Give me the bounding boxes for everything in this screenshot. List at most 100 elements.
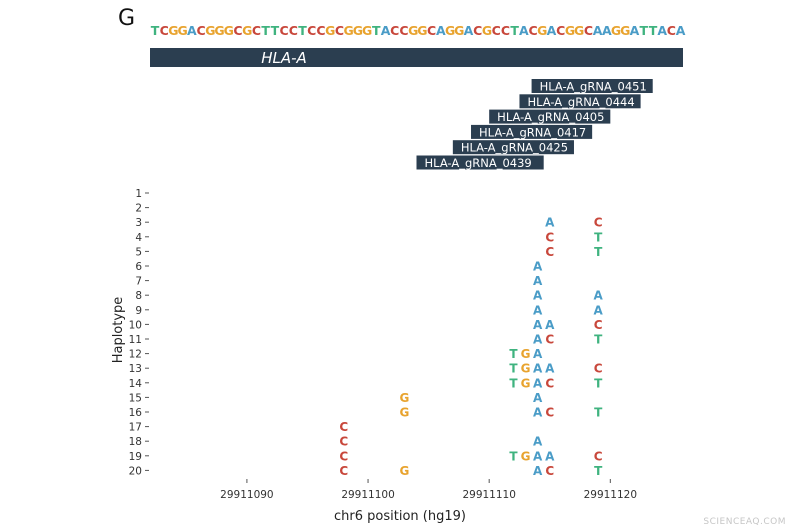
reference-base: A (602, 23, 612, 38)
x-tick-label: 29911090 (220, 489, 273, 501)
reference-base: G (344, 23, 354, 38)
panel-label: G (118, 6, 135, 31)
reference-base: G (362, 23, 372, 38)
reference-base: A (464, 23, 474, 38)
reference-base: C (390, 23, 399, 38)
reference-base: A (436, 23, 446, 38)
reference-base: C (289, 23, 298, 38)
y-tick-label: 7 (135, 276, 142, 288)
variant-base: G (399, 406, 409, 420)
variant-base: A (545, 362, 555, 376)
reference-base: G (242, 23, 252, 38)
y-tick-label: 17 (129, 422, 142, 434)
variant-base: A (533, 406, 543, 420)
reference-base: G (620, 23, 630, 38)
reference-base: C (492, 23, 501, 38)
reference-base: G (574, 23, 584, 38)
variant-base: G (521, 376, 531, 390)
variant-base: C (545, 406, 554, 420)
guide-track: HLA-A_gRNA_0451HLA-A_gRNA_0444HLA-A_gRNA… (416, 79, 653, 170)
reference-base: C (307, 23, 316, 38)
variant-base: C (545, 230, 554, 244)
reference-base: A (593, 23, 603, 38)
reference-base: G (224, 23, 234, 38)
variant-base: A (533, 362, 543, 376)
y-tick-label: 13 (129, 363, 142, 375)
reference-base: G (205, 23, 215, 38)
reference-base: T (372, 23, 381, 38)
variant-base: C (594, 318, 603, 332)
reference-base: A (657, 23, 667, 38)
variant-base: T (594, 464, 603, 478)
y-tick-label: 20 (129, 465, 142, 477)
guide-label: HLA-A_gRNA_0417 (479, 125, 586, 139)
y-tick-label: 4 (135, 232, 142, 244)
guide-bar (519, 94, 641, 109)
y-tick-label: 14 (129, 378, 143, 390)
guide-bar (531, 79, 653, 93)
reference-base: C (280, 23, 289, 38)
reference-base: G (325, 23, 335, 38)
variant-base: A (545, 318, 555, 332)
variant-base: C (339, 435, 348, 449)
y-tick-label: 2 (135, 203, 142, 215)
reference-base: A (187, 23, 197, 38)
variant-base: C (545, 464, 554, 478)
guide-bar (471, 124, 593, 139)
variant-base: A (533, 318, 543, 332)
reference-base: C (473, 23, 482, 38)
watermark: SCIENCEAQ.COM (703, 517, 786, 527)
reference-base: G (417, 23, 427, 38)
reference-base: G (565, 23, 575, 38)
variant-base: C (594, 216, 603, 230)
variant-base: A (594, 289, 604, 303)
variant-base: T (594, 406, 603, 420)
reference-base: G (611, 23, 621, 38)
variant-base: A (533, 449, 543, 463)
reference-base: G (537, 23, 547, 38)
variant-base: A (533, 376, 543, 390)
variant-base: T (594, 230, 603, 244)
y-tick-label: 19 (129, 451, 142, 463)
variant-base: C (545, 333, 554, 347)
reference-base: C (584, 23, 593, 38)
reference-base: C (197, 23, 206, 38)
gene-label: HLA-A (261, 49, 307, 67)
variant-base: A (533, 435, 543, 449)
reference-base: G (408, 23, 418, 38)
reference-base: G (178, 23, 188, 38)
reference-base: G (214, 23, 224, 38)
reference-base: C (316, 23, 325, 38)
variant-base: C (545, 245, 554, 259)
variant-base: G (521, 347, 531, 361)
y-tick-label: 12 (129, 349, 142, 361)
reference-base: C (427, 23, 436, 38)
x-axis: 29911090 29911100 29911110 29911120 (220, 479, 637, 501)
guide-label: HLA-A_gRNA_0425 (461, 141, 568, 155)
reference-base: T (510, 23, 519, 38)
y-tick-label: 15 (129, 392, 142, 404)
guide-label: HLA-A_gRNA_0439 (425, 156, 532, 170)
variant-base: A (594, 303, 604, 317)
reference-base: T (261, 23, 270, 38)
reference-sequence: T C GG A C GGG C G C T T C C T C C G C GGG T A C C GG C A GG A C G C C T… (151, 23, 686, 38)
reference-base: C (160, 23, 169, 38)
variant-base: C (339, 420, 348, 434)
y-tick-label: 5 (135, 246, 142, 258)
y-tick-label: 6 (135, 261, 142, 273)
variant-base: A (533, 333, 543, 347)
variant-base: T (594, 376, 603, 390)
variant-base: T (509, 362, 518, 376)
variant-base: A (533, 391, 543, 405)
variant-base: C (594, 449, 603, 463)
reference-base: T (649, 23, 658, 38)
variant-base: A (533, 260, 543, 274)
x-tick-label: 29911110 (462, 489, 515, 501)
guide-label: HLA-A_gRNA_0405 (497, 110, 604, 124)
variant-base: G (399, 464, 409, 478)
y-tick-label: 10 (129, 319, 142, 331)
reference-base: C (252, 23, 261, 38)
y-axis-title: Haplotype (111, 297, 126, 364)
reference-base: T (151, 23, 160, 38)
